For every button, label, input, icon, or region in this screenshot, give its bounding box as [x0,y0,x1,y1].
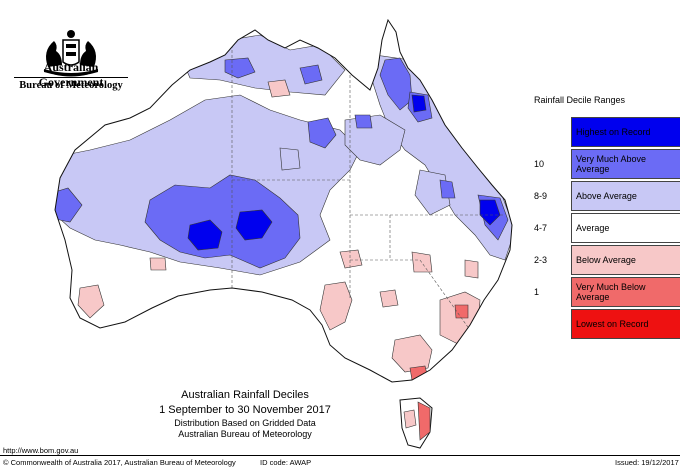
coastline [54,18,513,383]
legend-row: 1 Very Much Below Average [534,277,680,307]
legend-label: Average [576,223,610,233]
legend-swatch: Very Much Below Average [571,277,680,307]
legend-decile: 2-3 [534,255,548,265]
logo-divider [14,77,128,78]
caption-agency: Australian Bureau of Meteorology [178,429,312,439]
issued-date: Issued: 19/12/2017 [615,458,679,467]
legend-label: Very Much Below Average [576,282,646,302]
legend-swatch: Above Average [571,181,680,211]
government-title: Australian Government [38,60,104,89]
legend-decile: 8-9 [534,191,548,201]
legend-label: Lowest on Record [576,319,649,329]
highest-on-record-regions [187,94,501,251]
legend-title: Rainfall Decile Ranges [534,95,626,105]
legend-row: 4-7 Average [534,213,680,243]
legend-swatch: Very Much Above Average [571,149,680,179]
legend-row: Highest on Record [534,117,680,147]
legend-row: 2-3 Below Average [534,245,680,275]
website-link[interactable]: http://www.bom.gov.au [3,446,79,455]
footer-divider [0,455,680,456]
coat-of-arms-logo [44,30,98,77]
legend-swatch: Lowest on Record [571,309,680,339]
legend-row: 10 Very Much Above Average [534,149,680,179]
legend-row: Lowest on Record [534,309,680,339]
caption-title: Australian Rainfall Deciles [181,389,309,401]
tasmania [399,397,433,449]
caption-period: 1 September to 30 November 2017 [159,404,331,416]
id-code: ID code: AWAP [260,458,312,467]
caption-distribution: Distribution Based on Gridded Data [174,418,316,428]
legend-swatch: Average [571,213,680,243]
legend-label: Below Average [576,255,636,265]
legend-label: Above Average [576,191,637,201]
legend-row: 8-9 Above Average [534,181,680,211]
legend-swatch: Below Average [571,245,680,275]
copyright-text: © Commonwealth of Australia 2017, Austra… [3,458,236,467]
legend-swatch: Highest on Record [571,117,680,147]
legend-decile: 10 [534,159,545,169]
bureau-title: Bureau of Meteorology [19,80,123,91]
legend-label: Highest on Record [576,127,651,137]
below-average-regions [77,79,481,373]
legend-decile [534,117,564,147]
legend-label: Very Much Above Average [576,154,647,174]
legend-decile [534,309,564,339]
map-caption: Australian Rainfall Deciles 1 September … [100,388,390,440]
legend-decile: 4-7 [534,223,548,233]
state-borders [231,40,505,331]
legend-decile: 1 [534,287,540,297]
